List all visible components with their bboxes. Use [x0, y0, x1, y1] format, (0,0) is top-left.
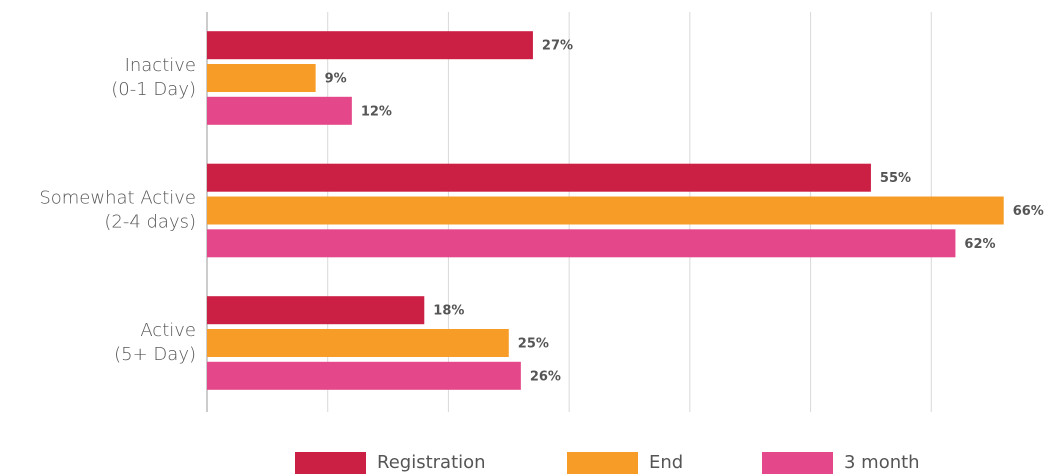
category-label: Somewhat Active: [39, 188, 196, 209]
category-label: Inactive: [125, 55, 196, 76]
legend-label: 3 month: [844, 452, 920, 473]
legend-swatch: [567, 452, 638, 474]
value-label: 66%: [1013, 204, 1044, 219]
value-label: 55%: [880, 171, 911, 186]
bar: [207, 329, 509, 357]
value-label: 27%: [542, 39, 573, 54]
category-label: Active: [140, 320, 196, 341]
bar: [207, 361, 521, 390]
legend-swatch: [762, 452, 833, 474]
value-label: 62%: [964, 237, 995, 252]
category-label: (5+ Day): [114, 344, 196, 365]
value-label: 18%: [433, 304, 464, 319]
category-label: (0-1 Day): [111, 79, 196, 100]
legend-label: Registration: [377, 452, 486, 473]
legend-label: End: [649, 452, 683, 473]
bar: [207, 296, 425, 325]
bar: [207, 196, 1004, 225]
bar: [207, 229, 956, 258]
value-label: 25%: [518, 337, 549, 352]
bar: [207, 31, 533, 60]
category-label: (2-4 days): [104, 212, 196, 233]
value-label: 26%: [530, 369, 561, 384]
bar: [207, 64, 316, 92]
value-label: 9%: [325, 72, 347, 87]
legend-swatch: [295, 452, 366, 474]
bar: [207, 96, 352, 125]
bar: [207, 163, 871, 192]
value-label: 12%: [361, 104, 392, 119]
